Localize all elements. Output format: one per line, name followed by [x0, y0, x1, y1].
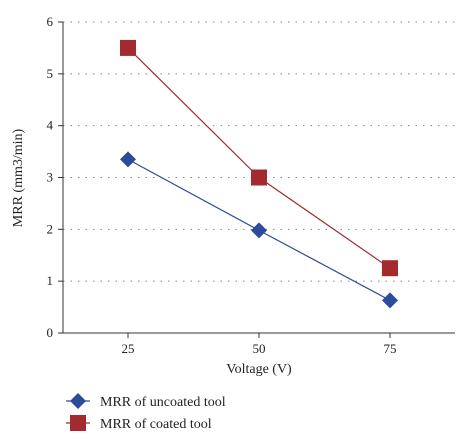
data-point	[120, 151, 136, 168]
legend-marker	[70, 393, 86, 409]
data-point	[382, 292, 398, 309]
x-tick-label: 75	[384, 341, 397, 356]
y-tick-label: 5	[47, 66, 54, 81]
y-tick-label: 0	[47, 325, 54, 340]
data-point	[251, 222, 267, 239]
data-point	[251, 169, 267, 186]
y-axis-label: MRR (mm3/min)	[11, 128, 26, 227]
legend-item: MRR of coated tool	[66, 415, 212, 432]
data-point	[120, 39, 136, 56]
data-point	[382, 260, 398, 277]
y-axis-ticks: 0 1 2 3 4 5 6	[47, 14, 63, 340]
y-tick-label: 1	[47, 273, 54, 288]
y-tick-label: 6	[47, 14, 54, 29]
x-axis-label: Voltage (V)	[226, 362, 292, 377]
legend-item: MRR of uncoated tool	[66, 393, 226, 410]
legend-marker	[70, 415, 86, 431]
legend-label: MRR of uncoated tool	[100, 395, 226, 410]
legend: MRR of uncoated tool MRR of coated tool	[66, 393, 226, 432]
gridlines	[63, 21, 455, 282]
y-tick-label: 3	[47, 170, 54, 185]
legend-label: MRR of coated tool	[100, 417, 212, 432]
series-uncoated	[120, 151, 398, 309]
series-coated	[120, 39, 398, 277]
x-tick-label: 25	[122, 341, 135, 356]
series-layer	[120, 39, 398, 309]
y-tick-label: 2	[47, 221, 54, 236]
x-axis-ticks: 25 50 75	[122, 333, 397, 356]
y-tick-label: 4	[47, 118, 54, 133]
x-tick-label: 50	[253, 341, 266, 356]
